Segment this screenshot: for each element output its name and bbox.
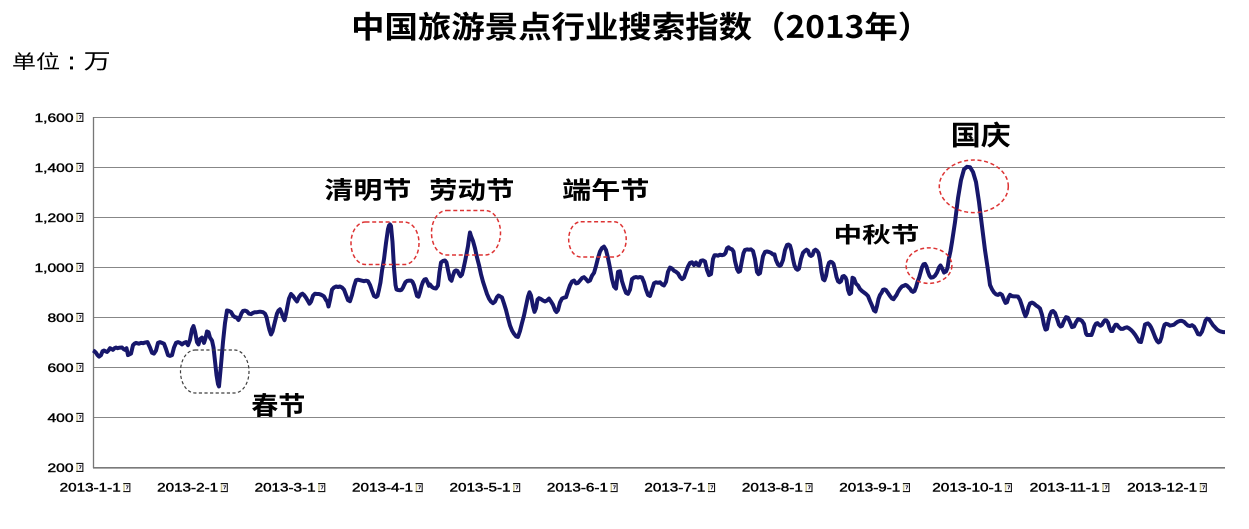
svg-text:1,000: 1,000 <box>35 261 74 275</box>
svg-text:1,600: 1,600 <box>35 111 74 125</box>
svg-text:400: 400 <box>48 411 74 425</box>
svg-text:2013-10-1: 2013-10-1 <box>932 481 1002 495</box>
svg-text:2013-11-1: 2013-11-1 <box>1030 481 1100 495</box>
svg-text:2013-8-1: 2013-8-1 <box>742 481 803 495</box>
svg-text:600: 600 <box>48 361 74 375</box>
svg-text:1,400: 1,400 <box>35 161 74 175</box>
svg-text:2013-6-1: 2013-6-1 <box>547 481 608 495</box>
svg-text:1,200: 1,200 <box>35 211 74 225</box>
svg-text:2013-1-1: 2013-1-1 <box>60 481 121 495</box>
svg-text:2013-5-1: 2013-5-1 <box>450 481 511 495</box>
svg-text:800: 800 <box>48 311 74 325</box>
svg-text:200: 200 <box>48 461 74 475</box>
svg-text:2013-9-1: 2013-9-1 <box>839 481 900 495</box>
svg-text:2013-2-1: 2013-2-1 <box>157 481 218 495</box>
svg-text:2013-4-1: 2013-4-1 <box>352 481 413 495</box>
svg-text:2013-7-1: 2013-7-1 <box>644 481 705 495</box>
svg-text:2013-3-1: 2013-3-1 <box>255 481 316 495</box>
svg-text:2013-12-1: 2013-12-1 <box>1127 481 1197 495</box>
